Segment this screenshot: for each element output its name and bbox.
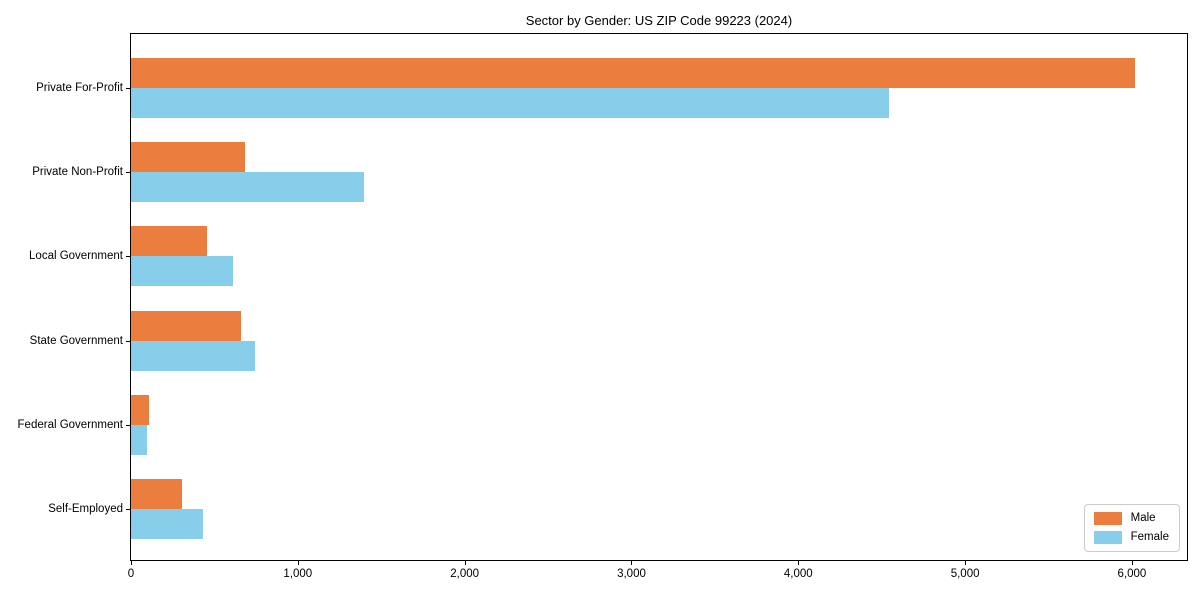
x-tick-label-0: 0 bbox=[127, 568, 135, 580]
legend: Male Female bbox=[1083, 504, 1180, 552]
bar-female-federal-government bbox=[131, 424, 147, 455]
x-tick-mark bbox=[1131, 561, 1133, 565]
legend-label-male: Male bbox=[1130, 512, 1156, 524]
y-tick-label-self-employed: Self-Employed bbox=[48, 503, 123, 515]
y-tick-mark bbox=[126, 172, 130, 174]
x-tick-mark bbox=[965, 561, 967, 565]
x-tick-label-5-000: 5,000 bbox=[950, 568, 980, 580]
y-tick-mark bbox=[126, 509, 130, 510]
y-tick-label-federal-government: Federal Government bbox=[17, 418, 123, 431]
bar-male-federal-government bbox=[131, 394, 149, 425]
x-tick-label-1-000: 1,000 bbox=[283, 568, 313, 580]
plot-area: Male Female bbox=[130, 33, 1188, 561]
chart-title: Sector by Gender: US ZIP Code 99223 (202… bbox=[525, 13, 793, 28]
bar-male-private-for-profit bbox=[131, 58, 1135, 88]
x-tick-mark bbox=[131, 561, 132, 565]
x-tick-mark bbox=[798, 561, 800, 565]
bar-male-private-non-profit bbox=[131, 142, 245, 173]
x-tick-mark bbox=[464, 561, 466, 565]
bar-female-private-non-profit bbox=[131, 172, 364, 203]
x-tick-mark bbox=[297, 561, 299, 565]
y-tick-mark bbox=[126, 88, 130, 89]
bar-male-state-government bbox=[131, 310, 241, 341]
bar-female-local-government bbox=[131, 256, 233, 287]
x-tick-label-6-000: 6,000 bbox=[1117, 568, 1147, 580]
bar-female-self-employed bbox=[131, 509, 203, 539]
y-tick-label-private-non-profit: Private Non-Profit bbox=[32, 166, 123, 179]
y-tick-mark bbox=[126, 424, 130, 426]
legend-item-male: Male bbox=[1093, 512, 1169, 525]
bar-male-local-government bbox=[131, 226, 207, 257]
male-color-swatch bbox=[1093, 512, 1122, 525]
y-tick-label-local-government: Local Government bbox=[29, 250, 123, 263]
x-tick-mark bbox=[631, 561, 633, 565]
x-tick-label-3-000: 3,000 bbox=[617, 568, 646, 580]
x-tick-label-4-000: 4,000 bbox=[783, 568, 813, 580]
y-tick-mark bbox=[126, 340, 130, 342]
female-color-swatch bbox=[1093, 531, 1122, 544]
legend-item-female: Female bbox=[1093, 531, 1169, 544]
y-tick-mark bbox=[126, 256, 130, 258]
y-tick-label-private-for-profit: Private For-Profit bbox=[36, 82, 123, 94]
legend-label-female: Female bbox=[1130, 531, 1169, 543]
x-tick-label-2-000: 2,000 bbox=[450, 568, 480, 580]
y-tick-label-state-government: State Government bbox=[29, 334, 123, 347]
bar-male-self-employed bbox=[131, 479, 182, 509]
bar-female-state-government bbox=[131, 340, 255, 371]
bar-female-private-for-profit bbox=[131, 88, 889, 118]
